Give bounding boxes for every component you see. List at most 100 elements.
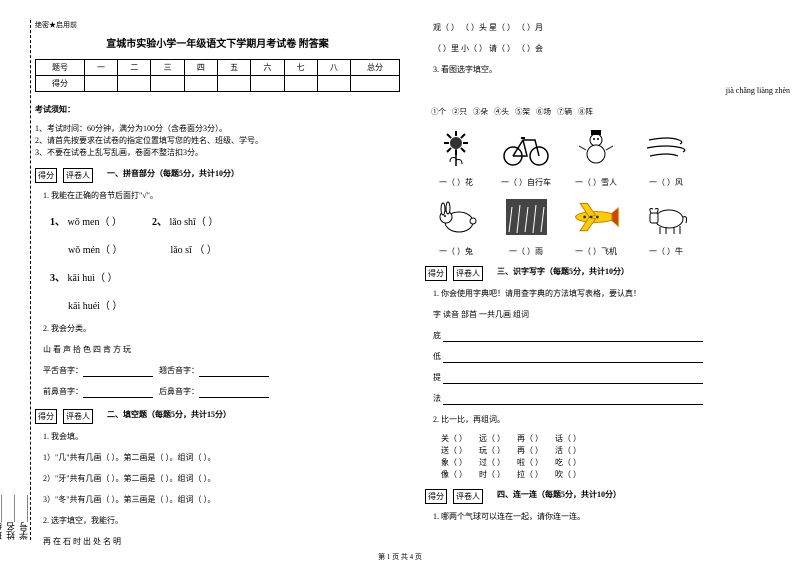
num-opt: ⑦辆 — [557, 106, 572, 117]
note-line: 2、请首先按要求在试卷的指定位置填写您的姓名、班级、学号。 — [35, 135, 400, 146]
page-container: 绝密★启用前 宣城市实验小学一年级语文下学期月考试卷 附答案 题号 一 二 三 … — [0, 0, 800, 565]
side-label: 班级______ — [0, 20, 4, 540]
rain-icon — [501, 197, 551, 237]
bicycle-icon — [501, 128, 551, 168]
pair: 象（ ） — [441, 457, 467, 468]
score-cell — [317, 76, 350, 92]
s1-q2-chars: 山 看 声 拾 色 四 肯 方 玩 — [43, 344, 400, 356]
picture-row-1 — [431, 128, 784, 168]
sunflower-icon — [431, 128, 481, 168]
num-opt: ⑤架 — [515, 106, 530, 117]
score-cell — [84, 76, 117, 92]
left-column: 绝密★启用前 宣城市实验小学一年级语文下学期月考试卷 附答案 题号 一 二 三 … — [35, 20, 400, 555]
fold-line — [30, 20, 31, 540]
char: 提 — [433, 373, 441, 382]
section-2-header: 得分 评卷人 二、填空题（每题5分，共计15分） — [35, 409, 400, 424]
notes-block: 1、考试时间：60分钟，满分为100分（含卷面分3分）。 2、请首先按要求在试卷… — [35, 122, 400, 159]
s2-line: 2）"牙"共有几画（ ）。第二画是（ ）。组词（ ）。 — [43, 473, 400, 485]
caption-row-1: 一（ ）花 一（ ）自行车 一（ ）雪人 一（ ）风 — [431, 177, 784, 188]
s4-q1: 1. 哪两个气球可以连在一起，请你连一连。 — [433, 511, 790, 523]
section-1-header: 得分 评卷人 一、拼音部分（每题5分，共计10分） — [35, 168, 400, 183]
score-header: 七 — [284, 60, 317, 76]
num-opt: ②只 — [452, 106, 467, 117]
snowman-icon — [571, 128, 621, 168]
score-cell — [217, 76, 250, 92]
note-line: 1、考试时间：60分钟，满分为100分（含卷面分3分）。 — [35, 123, 400, 134]
char: 法 — [433, 394, 441, 403]
pic-caption: 一（ ）兔 — [431, 246, 481, 257]
pinyin-row: kāi huéi（ ） — [50, 297, 400, 312]
score-cell — [251, 76, 284, 92]
pic-caption: 一（ ）雪人 — [571, 177, 621, 188]
pic-caption: 一（ ）牛 — [641, 246, 691, 257]
pair: 玩（ ） — [479, 445, 505, 456]
pair: 啦（ ） — [517, 457, 543, 468]
score-header: 二 — [118, 60, 151, 76]
pinyin-opt: lǎo sī （ ） — [170, 241, 216, 256]
s1-q1: 1. 我能在正确的音节后面打"√"。 — [43, 190, 400, 202]
score-cell — [284, 76, 317, 92]
s2-q2: 2. 选字填空，我能行。 — [43, 515, 400, 527]
score-box: 得分 — [35, 409, 57, 424]
right-column: 观（ ） （ ）头 星（ ） （ ）月 （ ）里 小（ ） 请（ ） （ ）会 … — [425, 20, 790, 555]
score-header: 六 — [251, 60, 284, 76]
pic-caption: 一（ ）风 — [641, 177, 691, 188]
score-header: 八 — [317, 60, 350, 76]
score-row-label: 得分 — [36, 76, 85, 92]
grader-box: 评卷人 — [453, 266, 483, 281]
num-options: ①个 ②只 ③朵 ④头 ⑤架 ⑥场 ⑦辆 ⑧阵 — [431, 106, 784, 117]
s2-line: 1）"几"共有几画（ ）。第二画是（ ）。组词（ ）。 — [43, 452, 400, 464]
pic-caption: 一（ ）花 — [431, 177, 481, 188]
page-footer: 第 1 页 共 4 页 — [0, 552, 800, 562]
score-box: 得分 — [425, 266, 447, 281]
score-cell — [151, 76, 184, 92]
num-opt: ④头 — [494, 106, 509, 117]
score-header: 四 — [184, 60, 217, 76]
s3-q2: 2. 比一比，再组词。 — [433, 414, 790, 426]
score-header: 一 — [84, 60, 117, 76]
pair: 吃（ ） — [555, 457, 581, 468]
num-opt: ①个 — [431, 106, 446, 117]
s3-char-row: 法 — [433, 393, 790, 405]
pinyin-opt: kāi huì（ ） — [68, 273, 118, 284]
ox-icon — [641, 197, 691, 237]
char: 底 — [433, 331, 441, 340]
side-label: 学号______ — [17, 20, 30, 540]
pair: 像（ ） — [441, 469, 467, 480]
score-header: 三 — [151, 60, 184, 76]
section-4-header: 得分 评卷人 四、连一连（每题5分，共计10分） — [425, 489, 790, 504]
pinyin-row: 3、 kāi huì（ ） — [50, 269, 400, 284]
num-opt: ⑥场 — [536, 106, 551, 117]
s3-char-row: 底 — [433, 330, 790, 342]
section-2-title: 二、填空题（每题5分，共计15分） — [107, 409, 231, 420]
wind-icon — [641, 128, 691, 168]
score-box: 得分 — [425, 489, 447, 504]
s2-q2-opts: 再 在 石 时 出 处 名 明 — [43, 536, 400, 548]
grader-box: 评卷人 — [63, 168, 93, 183]
s3-q1: 1. 你会使用字典吧！请用查字典的方法填写表格，要认真！ — [433, 288, 790, 300]
right-line2: （ ）里 小（ ） 请（ ） （ ）会 — [433, 43, 790, 55]
side-label: 姓名______ — [4, 20, 17, 540]
airplane-icon — [571, 197, 621, 237]
num-opt: ⑧阵 — [578, 106, 593, 117]
picture-row-2 — [431, 197, 784, 237]
rabbit-icon — [431, 197, 481, 237]
pinyin-num: 1、 — [50, 217, 65, 228]
section-4-title: 四、连一连（每题5分，共计10分） — [497, 489, 621, 500]
pair: 远（ ） — [479, 433, 505, 444]
score-cell — [351, 76, 400, 92]
right-q3: 3. 看图选字填空。 — [433, 64, 790, 76]
caption-row-2: 一（ ）兔 一（ ）雨 一（ ）飞机 一（ ）牛 — [431, 246, 784, 257]
confidential-label: 绝密★启用前 — [35, 20, 400, 30]
pair: 时（ ） — [479, 469, 505, 480]
pair: 过（ ） — [479, 457, 505, 468]
s1-q2-blank: 前鼻音字： 后鼻音字： — [43, 386, 400, 398]
pair: 再（ ） — [517, 433, 543, 444]
pinyin-row: 1、 wǒ men（ ） 2、 lǎo shī（ ） — [50, 213, 400, 228]
grader-box: 评卷人 — [453, 489, 483, 504]
s3-q1-cols: 字 读音 部首 一共几画 组词 — [433, 309, 790, 321]
pic-caption: 一（ ）飞机 — [571, 246, 621, 257]
pinyin-opt: lǎo shī（ ） — [169, 217, 218, 228]
pinyin-opt: wǒ men（ ） — [68, 217, 122, 228]
s1-q2-blank: 平舌音字： 翘舌音字： — [43, 365, 400, 377]
